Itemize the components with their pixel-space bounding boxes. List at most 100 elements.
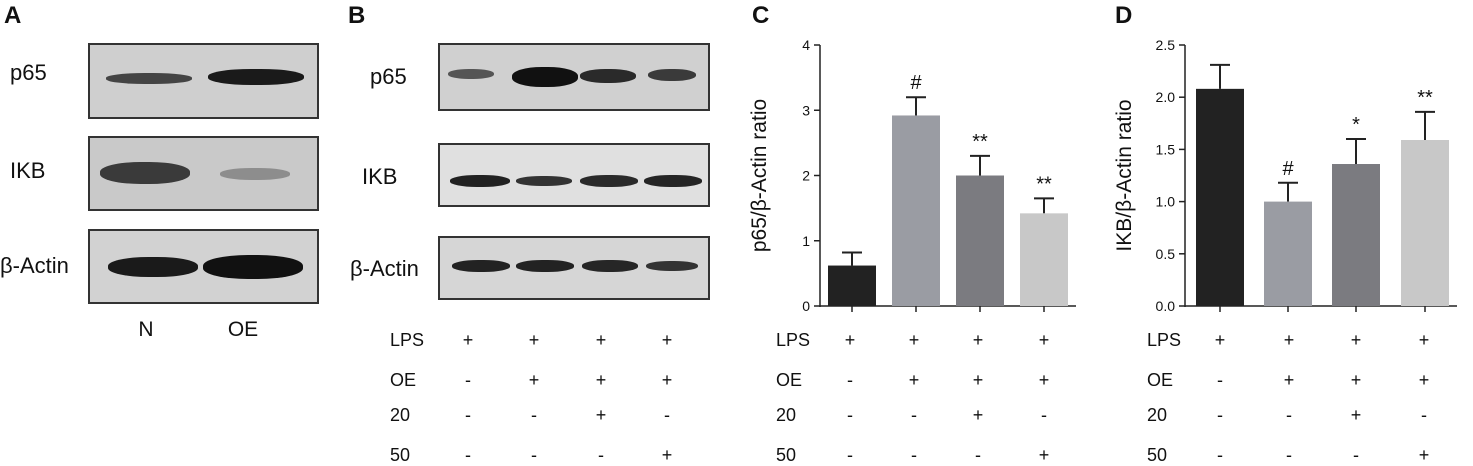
panel-a-lane-label-oe: OE bbox=[227, 318, 259, 341]
panel-a-lane-label-n: N bbox=[138, 318, 154, 341]
blot-band bbox=[100, 162, 190, 184]
blot-band bbox=[108, 257, 198, 277]
condition-minus: - bbox=[975, 445, 981, 465]
panel-b-ikb-blot bbox=[438, 143, 710, 207]
bar bbox=[1196, 88, 1244, 307]
condition-minus: - bbox=[664, 405, 670, 425]
condition-plus: + bbox=[1350, 405, 1362, 425]
condition-label: 50 bbox=[1147, 445, 1168, 465]
panel-a-row-label-p65: p65 bbox=[10, 60, 47, 85]
condition-minus: - bbox=[598, 445, 604, 465]
condition-minus: - bbox=[1217, 405, 1223, 425]
blot-band bbox=[220, 168, 290, 180]
blot-band bbox=[516, 176, 572, 186]
panel-a-ikb-blot bbox=[88, 136, 319, 211]
condition-plus: + bbox=[972, 405, 984, 425]
condition-minus: - bbox=[847, 370, 853, 390]
panel-b-row-label-p65: p65 bbox=[370, 64, 407, 89]
condition-label: 20 bbox=[776, 405, 797, 425]
condition-label: LPS bbox=[390, 330, 425, 350]
panel-b-p65-blot bbox=[438, 43, 710, 111]
y-tick-label: 1.5 bbox=[1156, 141, 1176, 157]
panel-c-letter: C bbox=[752, 2, 770, 29]
bar bbox=[1264, 201, 1312, 306]
condition-plus: + bbox=[595, 330, 607, 350]
y-tick-label: 2.5 bbox=[1156, 37, 1176, 53]
condition-plus: + bbox=[1418, 330, 1430, 350]
condition-minus: - bbox=[847, 405, 853, 425]
y-tick-label: 3 bbox=[802, 102, 810, 118]
panel-b-row-label-ikb: IKB bbox=[362, 164, 398, 189]
panel-b-row-label-actin: β-Actin bbox=[350, 256, 419, 281]
condition-plus: + bbox=[1283, 330, 1295, 350]
panel-b-actin-blot bbox=[438, 236, 710, 300]
y-axis-label: IKB/β-Actin ratio bbox=[1113, 99, 1136, 251]
panel-a-row-label-actin: β-Actin bbox=[0, 253, 69, 278]
condition-plus: + bbox=[462, 330, 474, 350]
blot-band bbox=[580, 175, 638, 187]
panel-a-actin-blot bbox=[88, 229, 319, 304]
panel-a-p65-blot bbox=[88, 43, 319, 119]
condition-plus: + bbox=[1038, 370, 1050, 390]
significance-label: ** bbox=[1417, 87, 1433, 109]
condition-minus: - bbox=[1286, 445, 1292, 465]
significance-label: ** bbox=[972, 131, 988, 153]
blot-band bbox=[516, 260, 574, 272]
panel-c-bar-chart: 0 1 2 3 4 p65/β-Actin ratio # ** ** bbox=[748, 37, 1076, 314]
significance-label: * bbox=[1352, 114, 1360, 136]
blot-band bbox=[644, 175, 702, 187]
condition-plus: + bbox=[972, 330, 984, 350]
y-tick-label: 1 bbox=[802, 233, 810, 249]
condition-plus: + bbox=[972, 370, 984, 390]
blot-band bbox=[448, 69, 494, 79]
bar bbox=[1401, 140, 1449, 306]
blot-band bbox=[203, 255, 303, 279]
condition-plus: + bbox=[1418, 370, 1430, 390]
blot-band bbox=[208, 69, 304, 85]
significance-label: # bbox=[910, 72, 922, 94]
condition-minus: - bbox=[1286, 405, 1292, 425]
condition-minus: - bbox=[1217, 370, 1223, 390]
condition-minus: - bbox=[911, 405, 917, 425]
condition-minus: - bbox=[1421, 405, 1427, 425]
condition-label: 50 bbox=[390, 445, 411, 465]
condition-label: OE bbox=[776, 370, 803, 390]
y-tick-label: 0.0 bbox=[1156, 298, 1176, 314]
condition-label: LPS bbox=[776, 330, 811, 350]
condition-minus: - bbox=[465, 405, 471, 425]
y-tick-label: 4 bbox=[802, 37, 810, 53]
condition-plus: + bbox=[595, 370, 607, 390]
bar bbox=[892, 115, 940, 306]
blot-band bbox=[648, 69, 696, 81]
condition-minus: - bbox=[847, 445, 853, 465]
bar bbox=[1332, 164, 1380, 306]
blot-band bbox=[512, 67, 578, 87]
condition-plus: + bbox=[1350, 330, 1362, 350]
condition-plus: + bbox=[844, 330, 856, 350]
condition-minus: - bbox=[531, 405, 537, 425]
blot-band bbox=[582, 260, 638, 272]
condition-plus: + bbox=[661, 445, 673, 465]
bar bbox=[1020, 213, 1068, 306]
condition-minus: - bbox=[531, 445, 537, 465]
y-tick-label: 2.0 bbox=[1156, 89, 1176, 105]
condition-plus: + bbox=[1038, 445, 1050, 465]
blot-band bbox=[452, 260, 510, 272]
significance-label: ** bbox=[1036, 173, 1052, 195]
condition-label: OE bbox=[1147, 370, 1174, 390]
condition-label: 20 bbox=[390, 405, 411, 425]
condition-plus: + bbox=[908, 370, 920, 390]
panel-d-letter: D bbox=[1115, 2, 1133, 29]
blot-band bbox=[450, 175, 510, 187]
condition-label: OE bbox=[390, 370, 417, 390]
condition-plus: + bbox=[661, 330, 673, 350]
bar bbox=[956, 175, 1004, 306]
panel-a-row-label-ikb: IKB bbox=[10, 158, 46, 183]
panel-b-letter: B bbox=[348, 2, 366, 29]
panel-a-letter: A bbox=[4, 2, 22, 29]
condition-plus: + bbox=[1214, 330, 1226, 350]
condition-label: LPS bbox=[1147, 330, 1182, 350]
y-tick-label: 2 bbox=[802, 168, 810, 184]
blot-band bbox=[106, 73, 192, 84]
